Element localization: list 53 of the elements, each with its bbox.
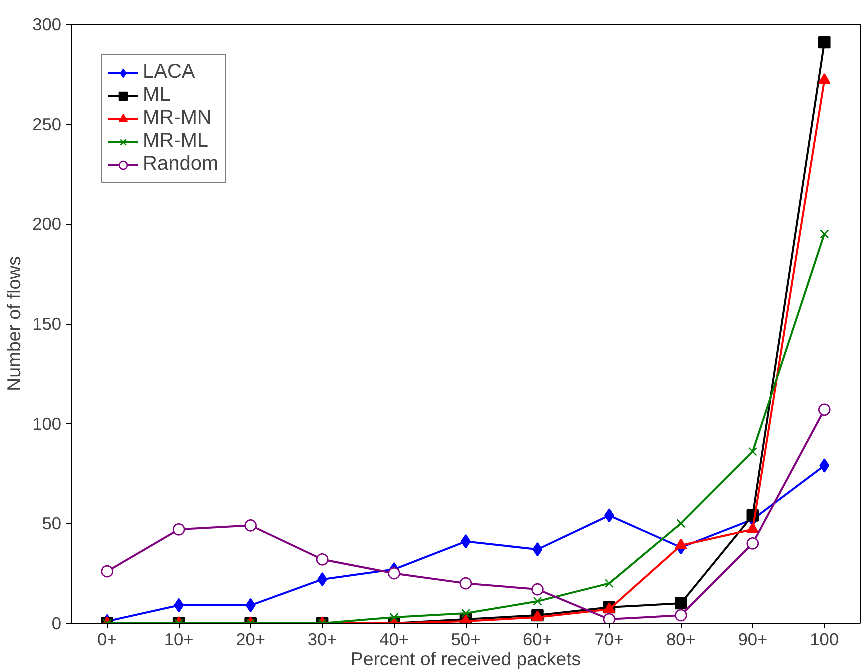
point: [675, 609, 688, 622]
x-tick-label: 60+: [523, 630, 552, 650]
point: [820, 230, 830, 239]
legend-label: MR-MN: [143, 107, 212, 130]
y-tick-label: 200: [32, 214, 62, 234]
point: [101, 565, 114, 578]
point: [172, 524, 186, 536]
point: [460, 577, 472, 590]
x-tick-label: 10+: [164, 630, 194, 650]
x-tick-label: 40+: [380, 630, 409, 650]
point: [675, 538, 688, 550]
point: [316, 553, 329, 566]
x-tick-label: 100: [810, 630, 840, 650]
legend-label: ML: [143, 84, 171, 107]
point: [390, 612, 399, 622]
point: [603, 613, 616, 624]
y-tick-label: 50: [42, 514, 62, 534]
point: [318, 572, 328, 587]
point: [676, 519, 686, 528]
legend-label: LACA: [143, 61, 196, 84]
point: [746, 537, 760, 550]
y-axis-title: Number of flows: [4, 256, 25, 392]
y-tick-label: 250: [32, 114, 62, 134]
x-tick-label: 70+: [594, 630, 624, 650]
x-tick-label: 90+: [738, 630, 768, 650]
x-tick-label: 0+: [97, 630, 118, 650]
legend-label: Random: [143, 153, 219, 176]
point: [818, 36, 831, 49]
point: [746, 522, 760, 534]
point: [748, 447, 758, 456]
point: [532, 583, 544, 596]
legend-label: MR-ML: [143, 130, 209, 153]
point: [675, 597, 688, 610]
point: [604, 579, 614, 588]
x-axis-title: Percent of received packets: [350, 648, 582, 670]
point: [818, 404, 831, 416]
x-tick-label: 30+: [308, 630, 338, 650]
point: [604, 508, 614, 523]
point: [174, 598, 184, 613]
y-tick-label: 0: [52, 614, 62, 634]
y-tick-label: 300: [32, 14, 62, 34]
x-tick-label: 20+: [236, 630, 266, 650]
y-tick-label: 150: [32, 314, 62, 334]
y-tick-label: 100: [32, 414, 62, 434]
point: [461, 608, 471, 618]
point: [388, 567, 400, 580]
point: [246, 598, 256, 613]
point: [244, 520, 257, 532]
point: [532, 542, 543, 557]
point: [533, 597, 542, 606]
x-tick-label: 80+: [666, 630, 696, 650]
point: [820, 458, 830, 473]
x-tick-label: 50+: [451, 630, 481, 650]
